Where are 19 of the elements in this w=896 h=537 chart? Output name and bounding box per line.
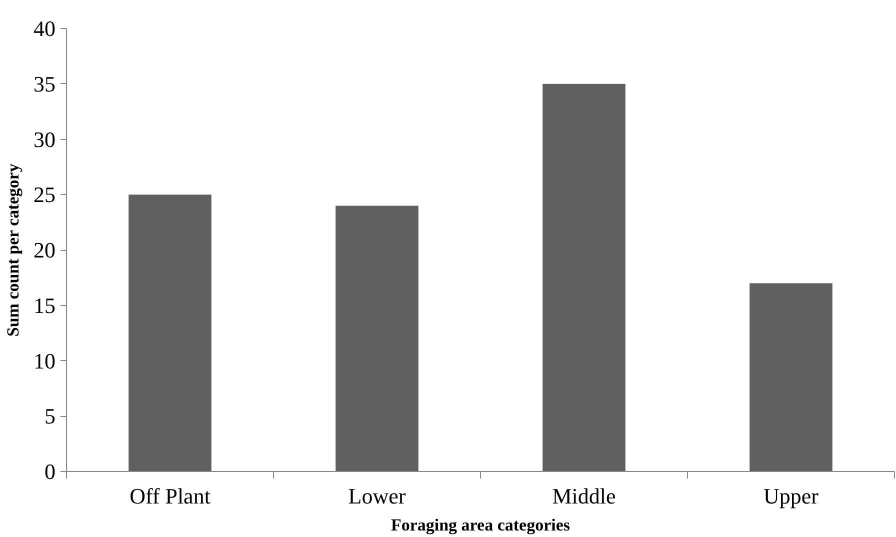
x-tick-label: Lower [348,484,406,508]
bar [128,194,212,472]
bar [542,84,626,472]
y-axis-title: Sum count per category [4,163,22,337]
y-tick-label: 35 [34,71,56,96]
y-tick-label: 0 [44,459,56,484]
x-tick-label: Off Plant [130,484,210,508]
y-tick-label: 15 [34,292,56,318]
bar [750,283,832,472]
bar [336,206,418,472]
y-tick-label: 30 [34,126,56,152]
y-tick-label: 25 [34,182,56,208]
y-tick-label: 5 [44,404,56,429]
x-axis-title: Foraging area categories [390,516,570,534]
y-tick-label: 10 [34,348,56,374]
x-tick-label: Middle [552,484,616,508]
x-tick-label: Upper [764,484,820,508]
y-tick-label: 40 [34,16,56,41]
y-tick-label: 20 [34,238,56,262]
